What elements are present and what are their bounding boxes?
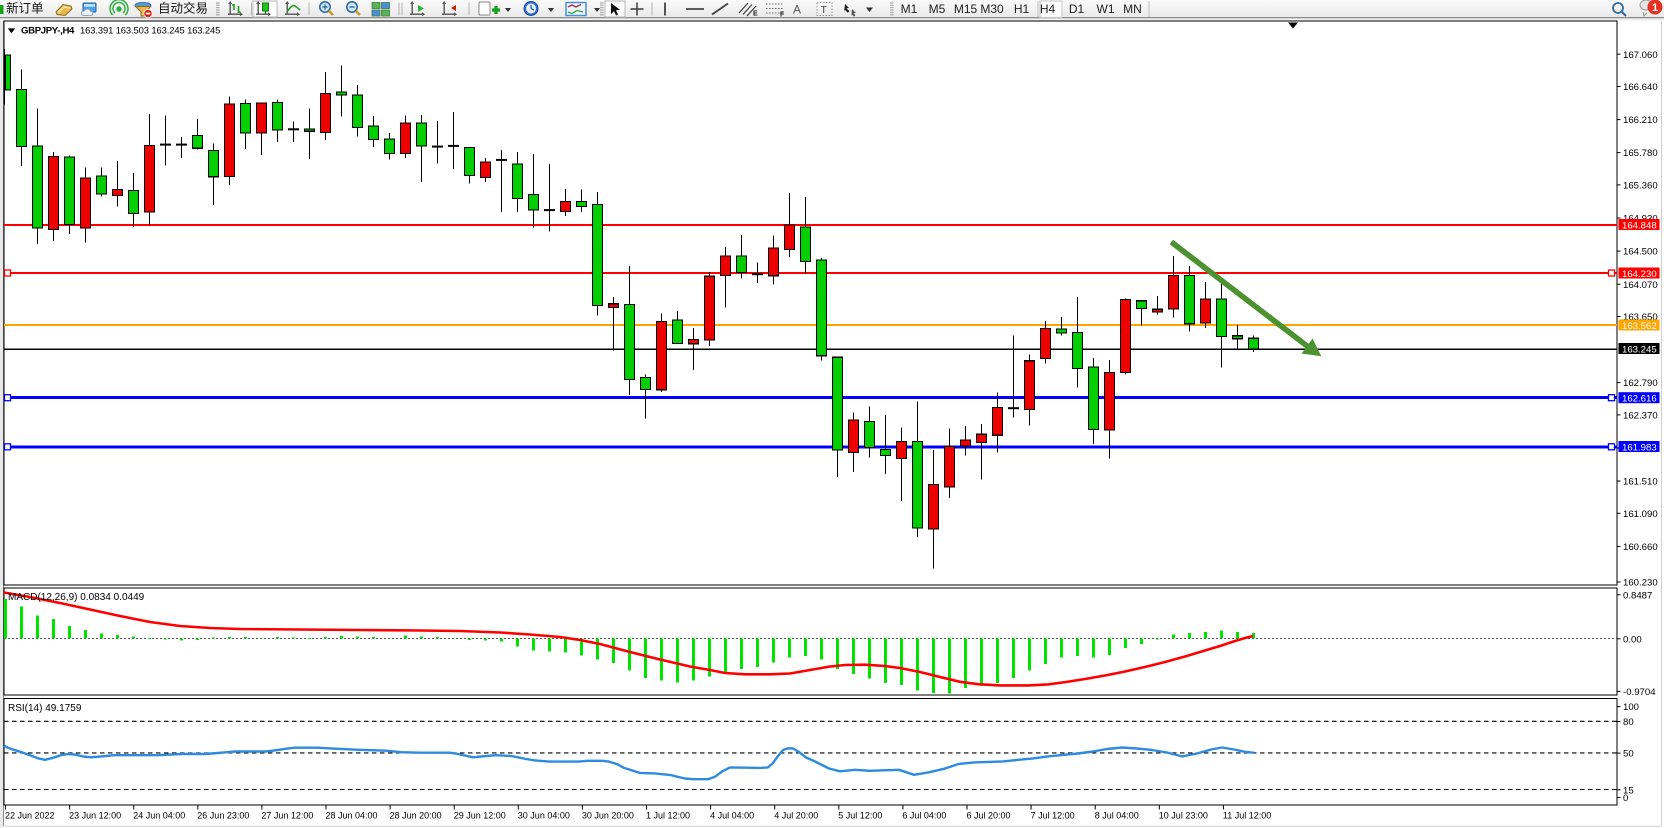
svg-text:26 Jun 23:00: 26 Jun 23:00 xyxy=(197,811,249,821)
svg-text:30 Jun 20:00: 30 Jun 20:00 xyxy=(582,811,634,821)
svg-text:5 Jul 12:00: 5 Jul 12:00 xyxy=(838,811,882,821)
svg-text:M30: M30 xyxy=(980,2,1004,16)
svg-text:162.370: 162.370 xyxy=(1623,411,1658,422)
svg-text:165.360: 165.360 xyxy=(1623,181,1658,192)
svg-text:80: 80 xyxy=(1623,717,1634,728)
svg-text:6 Jul 20:00: 6 Jul 20:00 xyxy=(967,811,1011,821)
svg-text:163.391 163.503 163.245 163.24: 163.391 163.503 163.245 163.245 xyxy=(80,25,220,36)
svg-text:0.00: 0.00 xyxy=(1623,634,1642,645)
svg-text:29 Jun 12:00: 29 Jun 12:00 xyxy=(454,811,506,821)
svg-text:MACD(12,26,9) 0.0834 0.0449: MACD(12,26,9) 0.0834 0.0449 xyxy=(8,592,145,603)
svg-text:162.616: 162.616 xyxy=(1622,394,1657,405)
svg-text:30 Jun 04:00: 30 Jun 04:00 xyxy=(518,811,570,821)
svg-text:T: T xyxy=(821,4,828,16)
svg-text:164.230: 164.230 xyxy=(1622,269,1657,280)
svg-text:新订单: 新订单 xyxy=(6,1,44,16)
svg-text:-0.9704: -0.9704 xyxy=(1623,687,1656,698)
svg-text:自动交易: 自动交易 xyxy=(158,1,208,16)
svg-text:E: E xyxy=(753,11,758,18)
svg-text:A: A xyxy=(793,3,801,17)
svg-text:4 Jul 20:00: 4 Jul 20:00 xyxy=(774,811,818,821)
svg-text:160.230: 160.230 xyxy=(1623,578,1658,589)
svg-text:M15: M15 xyxy=(954,2,978,16)
svg-text:7 Jul 12:00: 7 Jul 12:00 xyxy=(1031,811,1075,821)
svg-text:165.780: 165.780 xyxy=(1623,148,1658,159)
svg-text:M5: M5 xyxy=(929,2,946,16)
svg-text:166.210: 166.210 xyxy=(1623,115,1658,126)
svg-text:27 Jun 12:00: 27 Jun 12:00 xyxy=(261,811,313,821)
svg-text:161.510: 161.510 xyxy=(1623,477,1658,488)
svg-text:F: F xyxy=(780,12,785,19)
svg-text:167.060: 167.060 xyxy=(1623,50,1658,61)
svg-text:161.090: 161.090 xyxy=(1623,509,1658,520)
svg-text:164.500: 164.500 xyxy=(1623,247,1658,258)
svg-text:6 Jul 04:00: 6 Jul 04:00 xyxy=(902,811,946,821)
svg-text:15: 15 xyxy=(1623,785,1634,796)
svg-text:11 Jul 12:00: 11 Jul 12:00 xyxy=(1223,811,1271,821)
svg-text:50: 50 xyxy=(1623,749,1634,760)
svg-text:H1: H1 xyxy=(1014,2,1030,16)
svg-text:D1: D1 xyxy=(1069,2,1085,16)
svg-text:163.562: 163.562 xyxy=(1622,321,1657,332)
svg-text:MN: MN xyxy=(1123,2,1142,16)
svg-text:22 Jun 2022: 22 Jun 2022 xyxy=(5,811,55,821)
svg-text:H4: H4 xyxy=(1040,2,1056,16)
svg-text:160.660: 160.660 xyxy=(1623,542,1658,553)
svg-text:4 Jul 04:00: 4 Jul 04:00 xyxy=(710,811,754,821)
svg-text:164.070: 164.070 xyxy=(1623,280,1658,291)
svg-text:100: 100 xyxy=(1623,702,1639,713)
svg-text:GBPJPY-,H4: GBPJPY-,H4 xyxy=(21,26,75,37)
svg-text:163.650: 163.650 xyxy=(1623,312,1658,323)
svg-text:M1: M1 xyxy=(901,2,918,16)
svg-text:28 Jun 20:00: 28 Jun 20:00 xyxy=(390,811,442,821)
svg-text:10 Jul 23:00: 10 Jul 23:00 xyxy=(1159,811,1208,821)
svg-text:W1: W1 xyxy=(1097,2,1115,16)
svg-text:8 Jul 04:00: 8 Jul 04:00 xyxy=(1095,811,1139,821)
svg-text:RSI(14) 49.1759: RSI(14) 49.1759 xyxy=(8,703,82,714)
svg-text:0: 0 xyxy=(1623,793,1628,804)
svg-text:166.640: 166.640 xyxy=(1623,82,1658,93)
svg-text:163.245: 163.245 xyxy=(1622,344,1657,355)
svg-text:1: 1 xyxy=(1652,2,1658,14)
svg-text:161.983: 161.983 xyxy=(1622,442,1657,453)
svg-text:1 Jul 12:00: 1 Jul 12:00 xyxy=(646,811,690,821)
svg-text:24 Jun 04:00: 24 Jun 04:00 xyxy=(133,811,185,821)
svg-text:28 Jun 04:00: 28 Jun 04:00 xyxy=(326,811,378,821)
svg-text:162.790: 162.790 xyxy=(1623,378,1658,389)
svg-text:164.848: 164.848 xyxy=(1622,220,1657,231)
svg-text:0.8487: 0.8487 xyxy=(1623,590,1652,601)
svg-text:23 Jun 12:00: 23 Jun 12:00 xyxy=(69,811,121,821)
